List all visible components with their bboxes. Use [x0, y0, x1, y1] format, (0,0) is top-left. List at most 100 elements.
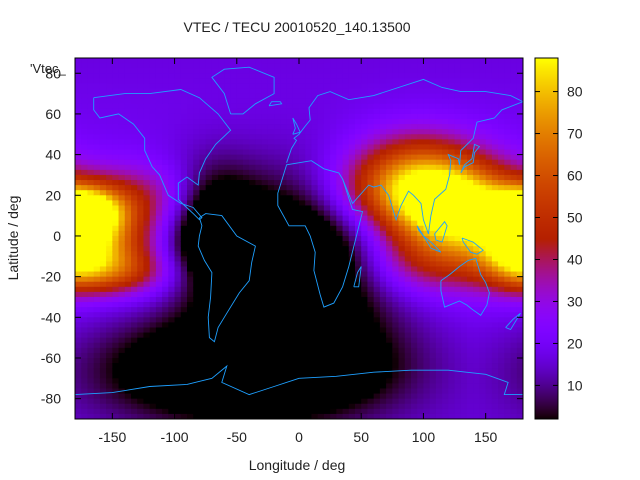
heatmap-cell	[224, 322, 232, 329]
heatmap-cell	[398, 398, 406, 405]
heatmap-cell	[373, 357, 381, 364]
heatmap-cell	[460, 246, 468, 252]
heatmap-cell	[286, 342, 294, 349]
heatmap-cell	[491, 230, 499, 237]
heatmap-cell	[180, 215, 188, 222]
heatmap-cell	[75, 225, 82, 232]
heatmap-cell	[81, 164, 89, 171]
heatmap-cell	[491, 195, 499, 201]
heatmap-cell	[193, 58, 201, 64]
heatmap-cell	[510, 129, 518, 135]
heatmap-cell	[143, 413, 151, 419]
heatmap-cell	[429, 393, 437, 400]
heatmap-cell	[454, 169, 462, 176]
heatmap-cell	[485, 398, 493, 405]
heatmap-cell	[435, 286, 443, 293]
heatmap-cell	[373, 342, 381, 349]
heatmap-cell	[243, 408, 250, 415]
heatmap-cell	[249, 220, 257, 227]
heatmap-cell	[261, 98, 269, 105]
heatmap-cell	[510, 174, 518, 181]
heatmap-cell	[330, 159, 337, 166]
heatmap-cell	[504, 68, 512, 74]
heatmap-cell	[224, 271, 232, 278]
heatmap-cell	[180, 408, 188, 415]
heatmap-cell	[93, 195, 101, 201]
heatmap-cell	[211, 169, 219, 176]
heatmap-cell	[274, 246, 281, 252]
heatmap-cell	[205, 108, 213, 115]
heatmap-cell	[423, 124, 431, 130]
heatmap-cell	[442, 190, 449, 196]
heatmap-cell	[112, 78, 120, 85]
heatmap-cell	[162, 408, 169, 415]
heatmap-cell	[411, 63, 418, 69]
heatmap-cell	[467, 119, 474, 125]
heatmap-cell	[137, 108, 145, 115]
heatmap-cell	[479, 256, 487, 262]
heatmap-cell	[99, 251, 107, 257]
heatmap-cell	[274, 119, 281, 125]
heatmap-cell	[274, 291, 281, 298]
heatmap-cell	[155, 78, 163, 85]
heatmap-cell	[106, 73, 113, 79]
heatmap-cell	[386, 144, 393, 151]
heatmap-cell	[286, 266, 294, 273]
heatmap-cell	[99, 134, 107, 140]
heatmap-cell	[348, 154, 356, 161]
heatmap-cell	[236, 307, 244, 313]
heatmap-cell	[149, 73, 157, 79]
heatmap-cell	[75, 327, 82, 334]
heatmap-cell	[236, 164, 244, 171]
heatmap-cell	[479, 347, 487, 354]
heatmap-cell	[305, 195, 313, 201]
heatmap-cell	[373, 408, 381, 415]
heatmap-cell	[373, 291, 381, 298]
heatmap-cell	[286, 83, 294, 90]
heatmap-cell	[174, 144, 182, 151]
heatmap-cell	[243, 159, 250, 166]
heatmap-cell	[498, 108, 505, 115]
heatmap-cell	[361, 393, 369, 400]
heatmap-cell	[162, 93, 169, 100]
heatmap-cell	[106, 78, 113, 85]
heatmap-cell	[180, 327, 188, 334]
heatmap-cell	[491, 363, 499, 369]
heatmap-cell	[404, 368, 412, 374]
heatmap-cell	[491, 134, 499, 140]
heatmap-cell	[193, 337, 201, 344]
heatmap-cell	[255, 281, 263, 288]
heatmap-cell	[81, 139, 89, 146]
heatmap-cell	[342, 174, 350, 181]
heatmap-cell	[379, 180, 387, 186]
heatmap-cell	[286, 296, 294, 303]
heatmap-cell	[112, 113, 120, 120]
heatmap-cell	[342, 205, 350, 212]
heatmap-cell	[218, 352, 225, 359]
heatmap-cell	[75, 363, 82, 369]
heatmap-cell	[454, 68, 462, 74]
heatmap-cell	[454, 398, 462, 405]
heatmap-cell	[392, 200, 400, 207]
heatmap-cell	[305, 286, 313, 293]
heatmap-cell	[299, 373, 306, 379]
heatmap-cell	[473, 357, 481, 364]
heatmap-cell	[99, 88, 107, 95]
heatmap-cell	[143, 139, 151, 146]
heatmap-cell	[118, 139, 126, 146]
heatmap-cell	[162, 398, 169, 405]
heatmap-cell	[249, 144, 257, 151]
heatmap-cell	[99, 373, 107, 379]
heatmap-cell	[137, 124, 145, 130]
heatmap-cell	[131, 403, 138, 410]
heatmap-cell	[510, 149, 518, 156]
heatmap-cell	[286, 98, 294, 105]
heatmap-cell	[373, 180, 381, 186]
heatmap-cell	[174, 286, 182, 293]
heatmap-cell	[498, 159, 505, 166]
heatmap-cell	[398, 134, 406, 140]
heatmap-cell	[205, 73, 213, 79]
heatmap-cell	[323, 235, 331, 242]
heatmap-cell	[261, 302, 269, 308]
heatmap-cell	[255, 235, 263, 242]
